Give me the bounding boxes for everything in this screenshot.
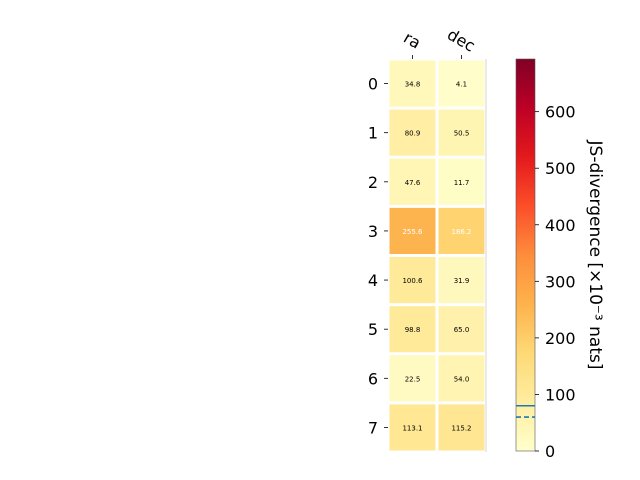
colorbar-reference-lines — [516, 404, 535, 418]
heatmap-cell — [389, 257, 436, 304]
row-label: 7 — [368, 418, 378, 437]
heatmap-cell — [389, 306, 436, 353]
colorbar-tick-label: 400 — [545, 216, 576, 235]
colorbar-tick-label: 200 — [545, 329, 576, 348]
heatmap-cell — [438, 306, 485, 353]
colorbar-tick-label: 600 — [545, 103, 576, 122]
cell-value-label: 50.5 — [454, 130, 470, 138]
cell-value-label: 115.2 — [451, 424, 471, 432]
heatmap-cell — [389, 355, 436, 402]
colorbar-gradient — [515, 58, 536, 452]
heatmap-cell — [389, 207, 436, 254]
cell-value-label: 34.8 — [405, 81, 421, 89]
colorbar — [515, 58, 536, 452]
heatmap-cell — [389, 60, 436, 107]
colorbar-tick-label: 300 — [545, 272, 576, 291]
heatmap-cell — [438, 404, 485, 451]
row-label: 3 — [368, 222, 378, 241]
cell-value-label: 98.8 — [405, 326, 421, 334]
row-label: 6 — [368, 369, 378, 388]
row-label: 2 — [368, 173, 378, 192]
cell-value-label: 31.9 — [454, 277, 470, 285]
heatmap-cell — [389, 109, 436, 156]
cell-value-label: 255.6 — [402, 228, 423, 236]
row-label: 4 — [368, 271, 378, 290]
heatmap-cell — [438, 109, 485, 156]
colorbar-tick-label: 100 — [545, 385, 576, 404]
colorbar-ticks: 0 100 200 300 400 500 600 — [535, 103, 576, 461]
colorbar-tick-label: 0 — [545, 442, 555, 461]
colorbar-tick-label: 500 — [545, 159, 576, 178]
cell-value-label: 22.5 — [405, 375, 421, 383]
cell-value-label: 47.6 — [405, 179, 421, 187]
heatmap-cell — [438, 355, 485, 402]
heatmap-cell — [438, 60, 485, 107]
row-labels: 0 1 2 3 4 5 6 7 — [368, 75, 388, 437]
cell-value-label: 100.6 — [402, 277, 423, 285]
cell-value-label: 65.0 — [454, 326, 470, 334]
column-label: dec — [444, 25, 478, 56]
cell-value-label: 113.1 — [402, 424, 422, 432]
heatmap-cell — [389, 404, 436, 451]
heatmap-grid: 34.8 4.1 80.9 50.5 47.6 11.7 255.6 186.2 100.6 31… — [389, 59, 487, 452]
heatmap-cell — [389, 158, 436, 205]
row-label: 5 — [368, 320, 378, 339]
colorbar-label: JS-divergence [×10⁻³ nats] — [585, 140, 605, 370]
row-label: 1 — [368, 124, 378, 143]
column-labels: ra dec — [400, 25, 478, 59]
heatmap-cell — [438, 207, 485, 254]
heatmap-cell — [438, 158, 485, 205]
row-label: 0 — [368, 75, 378, 94]
cell-value-label: 80.9 — [405, 130, 421, 138]
cell-value-label: 4.1 — [456, 81, 467, 89]
cell-value-label: 54.0 — [454, 375, 470, 383]
cell-value-label: 186.2 — [451, 228, 471, 236]
column-label: ra — [400, 28, 424, 53]
cell-value-label: 11.7 — [454, 179, 470, 187]
heatmap-cell — [438, 257, 485, 304]
